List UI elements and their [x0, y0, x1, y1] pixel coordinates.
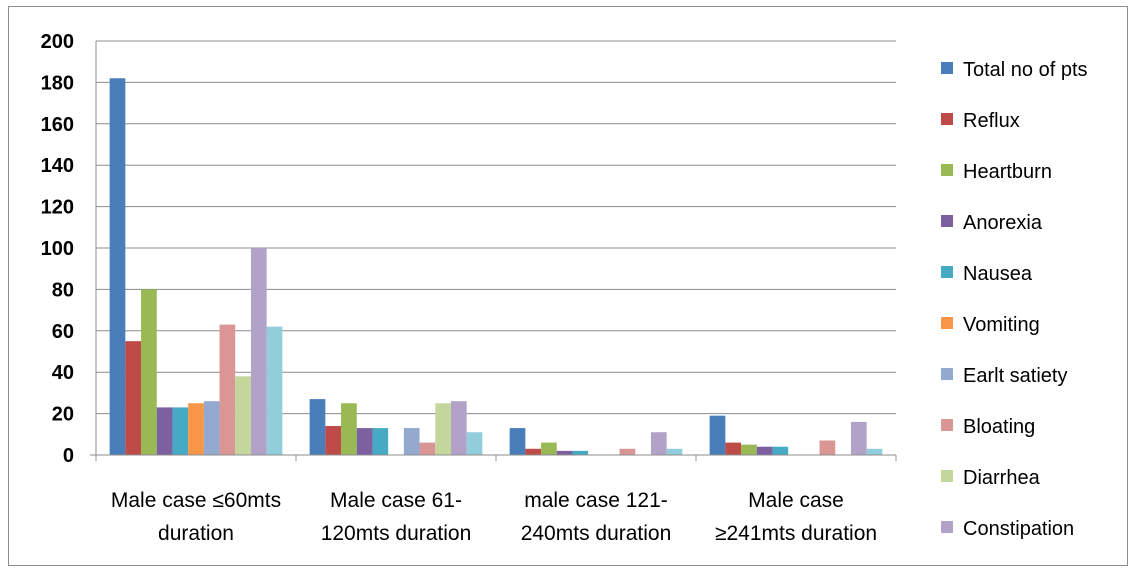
- y-tick-label: 80: [52, 279, 74, 301]
- bar: [356, 428, 373, 455]
- legend-swatch: [941, 368, 953, 380]
- bar: [572, 450, 589, 455]
- bar: [219, 324, 236, 455]
- legend-item: Constipation: [941, 518, 1074, 540]
- legend-swatch: [941, 419, 953, 431]
- legend-swatch: [941, 164, 953, 176]
- y-tick-label: 40: [52, 362, 74, 384]
- x-category-label: Male case ≥241mts duration: [715, 489, 877, 545]
- bar: [772, 446, 789, 455]
- bar: [235, 376, 251, 455]
- bar: [541, 442, 557, 455]
- bar: [309, 399, 326, 455]
- x-category-label-line: ≥241mts duration: [715, 522, 877, 545]
- legend-swatch: [941, 470, 953, 482]
- y-tick-label: 140: [41, 155, 74, 177]
- legend-label: Nausea: [963, 263, 1033, 285]
- bar: [341, 403, 357, 455]
- legend-swatch: [941, 266, 953, 278]
- y-tick-label: 100: [41, 238, 74, 260]
- x-category-label-line: Male case ≤60mts: [111, 489, 281, 512]
- bar: [141, 289, 157, 455]
- bar: [325, 426, 342, 455]
- bar: [372, 428, 389, 455]
- bar: [109, 78, 126, 455]
- legend-item: Nausea: [941, 263, 1033, 285]
- bar: [666, 448, 683, 455]
- bar: [525, 448, 542, 455]
- bar: [509, 428, 526, 455]
- bar: [125, 341, 142, 455]
- x-category-label-line: 120mts duration: [321, 522, 472, 545]
- legend-swatch: [941, 521, 953, 533]
- legend-item: Diarrhea: [941, 467, 1041, 489]
- gridlines: [96, 40, 896, 415]
- y-tick-label: 20: [52, 404, 74, 426]
- bar: [156, 407, 173, 455]
- bar: [556, 450, 573, 455]
- legend-swatch: [941, 317, 953, 329]
- bar: [756, 446, 773, 455]
- bar: [650, 432, 667, 455]
- bar: [450, 401, 467, 455]
- legend-swatch: [941, 62, 953, 74]
- legend-label: Total no of pts: [963, 59, 1088, 81]
- legend-item: Heartburn: [941, 161, 1052, 183]
- x-category-label-line: 240mts duration: [521, 522, 672, 545]
- x-category-label-line: Male case 61-: [330, 489, 462, 512]
- legend-label: Heartburn: [963, 161, 1052, 183]
- legend-item: Bloating: [941, 416, 1035, 438]
- x-category-label-line: duration: [158, 522, 234, 545]
- bar: [419, 442, 436, 455]
- x-category-label: Male case 61- 120mts duration: [321, 489, 472, 545]
- bar: [819, 440, 836, 455]
- x-category-label-line: Male case: [748, 489, 844, 512]
- legend-label: Vomiting: [963, 314, 1040, 336]
- y-tick-label: 200: [41, 31, 74, 53]
- legend-label: Anorexia: [963, 212, 1043, 234]
- x-category-label: male case 121- 240mts duration: [521, 489, 672, 545]
- y-tick-label: 0: [63, 445, 74, 467]
- bar: [188, 403, 204, 455]
- bar: [203, 401, 220, 455]
- legend-swatch: [941, 113, 953, 125]
- x-category-label: Male case ≤60mts duration: [111, 489, 281, 545]
- legend-label: Reflux: [963, 110, 1020, 132]
- bar: [250, 248, 267, 455]
- y-axis-tick-labels: 0 20 40 60 80 100 120 140 160 180 200: [41, 31, 74, 467]
- y-tick-label: 120: [41, 197, 74, 219]
- legend-item: Earlt satiety: [941, 365, 1067, 387]
- legend-swatch: [941, 215, 953, 227]
- bar: [403, 428, 420, 455]
- bar: [466, 432, 483, 455]
- bar: [435, 403, 451, 455]
- legend-item: Reflux: [941, 110, 1020, 132]
- y-tick-label: 180: [41, 72, 74, 94]
- legend-item: Anorexia: [941, 212, 1043, 234]
- legend-label: Bloating: [963, 416, 1035, 438]
- bar: [866, 448, 883, 455]
- legend-item: Vomiting: [941, 314, 1040, 336]
- bar: [619, 448, 636, 455]
- bar: [172, 407, 189, 455]
- bar: [266, 326, 283, 455]
- bar: [850, 421, 867, 455]
- x-axis: [90, 41, 897, 461]
- legend-label: Earlt satiety: [963, 365, 1067, 387]
- bars: [109, 78, 883, 455]
- legend-label: Diarrhea: [963, 467, 1041, 489]
- bar: [725, 442, 742, 455]
- x-category-label-line: male case 121-: [524, 489, 668, 512]
- legend-item: Total no of pts: [941, 59, 1088, 81]
- y-tick-label: 160: [41, 114, 74, 136]
- bar: [709, 415, 726, 455]
- legend-label: Constipation: [963, 518, 1074, 540]
- bar: [741, 444, 757, 455]
- legend: Total no of pts Reflux Heartburn Anorexia Na…: [941, 59, 1088, 540]
- category-labels: Male case ≤60mts duration Male case 61- 120…: [111, 489, 877, 545]
- y-tick-label: 60: [52, 321, 74, 343]
